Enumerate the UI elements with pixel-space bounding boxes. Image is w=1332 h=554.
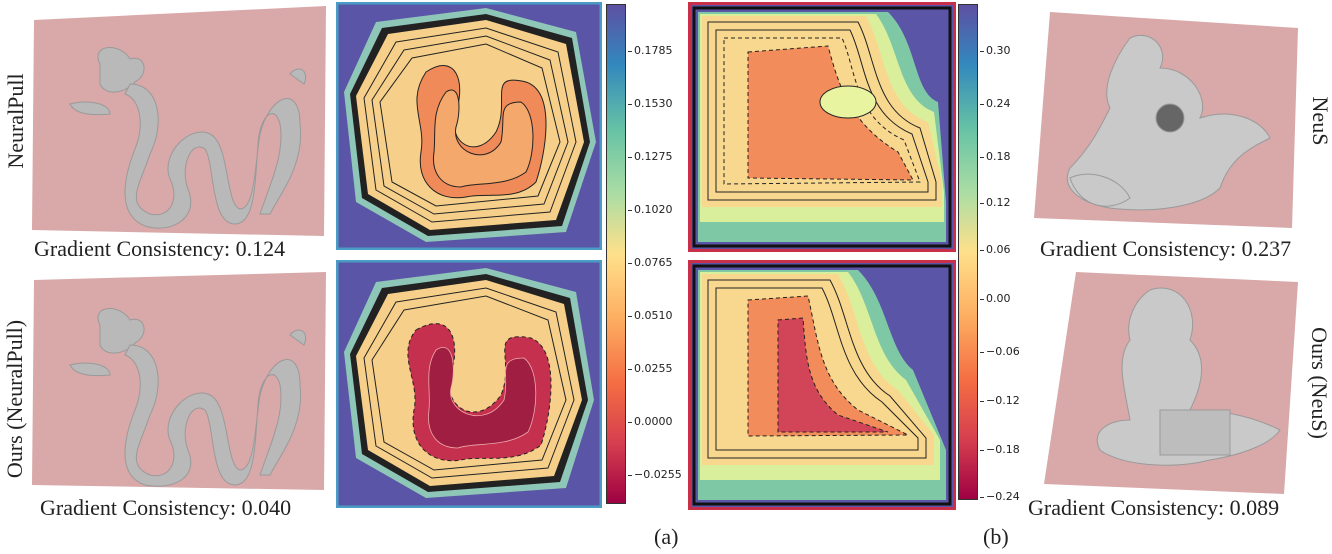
caption-b-top: Gradient Consistency: 0.237	[1040, 236, 1292, 261]
colorbar-b-tick: 0.12	[980, 196, 1011, 209]
colorbar-a	[606, 4, 626, 504]
sdf-slice-b-top	[688, 2, 956, 252]
sdf-slice-b-bottom	[688, 260, 956, 510]
sdf-slice-a-top	[336, 2, 602, 250]
caption-b-bottom: Gradient Consistency: 0.089	[1028, 495, 1280, 520]
colorbar-b-tick: 0.30	[980, 44, 1011, 57]
colorbar-a-tick: 0.1785	[628, 44, 673, 57]
caption-a-top: Gradient Consistency: 0.124	[34, 236, 286, 261]
row-label-neuralpull: NeuralPull	[3, 73, 28, 169]
colorbar-a-tick: 0.0255	[628, 362, 673, 375]
row-label-ours-neus: Ours (NeuS)	[1307, 327, 1332, 439]
colorbar-b-tick: −0.18	[980, 443, 1020, 456]
colorbar-b-tick: −0.24	[980, 490, 1020, 503]
sdf-slice-a-bottom	[336, 260, 602, 508]
colorbar-b-tick: −0.06	[980, 345, 1020, 358]
panel-letter-a: (a)	[654, 524, 679, 549]
dragon-render-top	[30, 4, 330, 244]
row-label-neus: NeuS	[1308, 96, 1332, 146]
colorbar-b-tick: 0.24	[980, 97, 1011, 110]
colorbar-b-tick: 0.00	[980, 292, 1011, 305]
colorbar-a-tick: 0.0765	[628, 256, 673, 269]
colorbar-b	[958, 4, 978, 500]
dragon-render-bottom	[30, 270, 330, 495]
colorbar-b-tick: 0.18	[980, 150, 1011, 163]
caption-a-bottom: Gradient Consistency: 0.040	[40, 495, 292, 520]
colorbar-b-tick: 0.06	[980, 243, 1011, 256]
panel-letter-b: (b)	[983, 524, 1009, 549]
colorbar-a-tick: 0.1530	[628, 97, 673, 110]
colorbar-a-tick: −0.0255	[628, 468, 682, 481]
colorbar-a-tick: 0.0000	[628, 415, 673, 428]
colorbar-b-tick: −0.12	[980, 394, 1020, 407]
row-label-ours-neuralpull: Ours (NeuralPull)	[2, 319, 27, 479]
colorbar-a-tick: 0.1275	[628, 150, 673, 163]
colorbar-a-tick: 0.0510	[628, 309, 673, 322]
neus-render-top	[1030, 8, 1300, 240]
colorbar-a-tick: 0.1020	[628, 203, 673, 216]
neus-render-bottom	[1040, 270, 1300, 496]
